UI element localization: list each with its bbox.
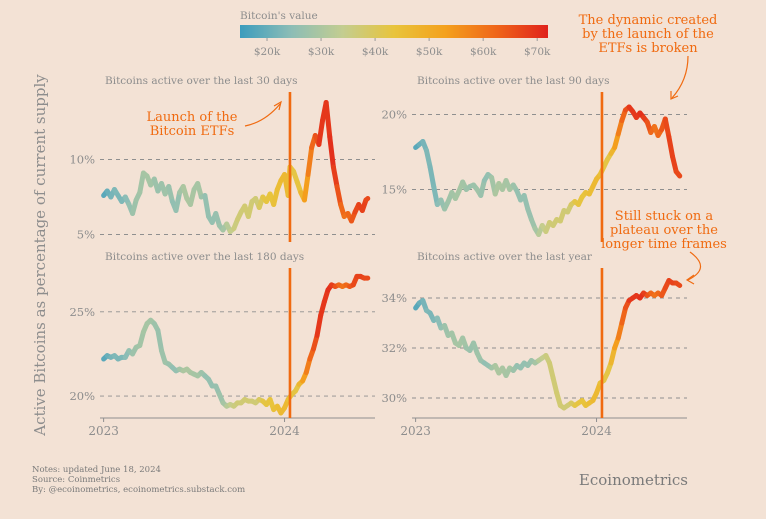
y-tick-label: 30% [381,391,407,405]
series-segment [316,118,326,147]
series-segment [334,184,344,207]
plateau-annotation-line: Still stuck on a [615,209,714,224]
legend-tick-label: $50k [416,46,443,58]
note-line: Notes: updated June 18, 2024 [32,465,161,475]
panel-4: Bitcoins active over the last year 30% 32%… [381,251,687,438]
series-segment [301,172,311,203]
panel-title: Bitcoins active over the last 30 days [105,75,297,87]
y-tick-label: 5% [77,228,95,242]
y-tick-label: 10% [69,153,95,167]
series-segment [314,312,324,338]
plateau-annotation-line: longer time frames [601,237,727,252]
y-tick-label: 15% [381,183,407,197]
dynamic-arrow-head [670,91,679,100]
series-segment [363,196,371,203]
series-segment [327,134,336,170]
series-segment [662,116,672,140]
plateau-arrow [687,251,702,281]
series-segment [173,190,183,213]
x-tick-label: 2023 [400,424,431,438]
series-segment [166,184,175,204]
series-segment [666,134,676,159]
series-segment [619,305,628,326]
x-tick-label: 2024 [581,424,612,438]
series-line [101,273,371,416]
panel-1: Bitcoins active over the last 30 days 5% 1… [69,75,375,242]
note-line: By: @ecoinometrics, ecoinometrics.substa… [32,485,246,495]
series-segment [137,170,146,195]
series-segment [423,148,433,170]
plateau-arrow-head [685,274,695,285]
series-segment [305,145,315,177]
series-segment [245,199,255,219]
x-tick-label: 2023 [88,424,119,438]
series-segment [615,320,625,341]
etf-arrow-head [273,100,282,111]
y-tick-label: 25% [69,305,95,319]
legend-color-bar [240,25,548,38]
series-segment [673,169,683,179]
note-line: Source: Coinmetrics [32,475,121,485]
series-segment [608,345,618,366]
series-segment [202,193,212,219]
brand-label: Ecoinometrics [578,471,688,489]
y-axis-label: Active Bitcoins as percentage of current… [31,74,49,437]
series-segment [547,360,556,381]
dynamic-arrow [671,55,689,99]
series-line [413,278,683,411]
y-tick-label: 34% [381,291,407,305]
dynamic-broken-annotation-line: by the launch of the [582,27,714,42]
series-line [101,100,371,234]
legend-tick-label: $60k [470,46,497,58]
series-segment [187,187,197,207]
series-segment [323,100,333,140]
legend-tick-label: $40k [362,46,389,58]
y-tick-label: 20% [381,108,407,122]
series-segment [673,280,683,288]
series-segment [427,164,437,189]
series-line [413,104,683,237]
y-tick-label: 32% [381,341,407,355]
series-segment [271,187,280,207]
series-segment [550,375,560,396]
y-tick-label: 20% [69,389,95,403]
x-tick-label: 2024 [269,424,300,438]
legend-tick-label: $20k [254,46,281,58]
panel-3: Bitcoins active over the last 180 days 20… [69,251,375,438]
panel-title: Bitcoins active over the last year [417,251,593,263]
legend-title: Bitcoin's value [240,10,318,22]
legend-tick-label: $70k [524,46,551,58]
series-segment [670,154,679,174]
dynamic-broken-annotation-line: ETFs is broken [598,41,698,56]
panel-title: Bitcoins active over the last 90 days [417,75,609,87]
series-segment [478,178,487,198]
etf-launch-annotation-line: Bitcoin ETFs [150,124,235,139]
series-segment [330,164,340,189]
legend-tick-label: $30k [308,46,335,58]
series-segment [155,327,165,354]
plateau-annotation-line: plateau over the [610,223,718,238]
panel-2: Bitcoins active over the last 90 days 15%… [381,75,687,242]
etf-launch-annotation-line: Launch of the [147,110,238,125]
dynamic-broken-annotation-line: The dynamic created [579,13,718,28]
etf-arrow [244,103,281,127]
panel-title: Bitcoins active over the last 180 days [105,251,304,263]
notes: Notes: updated June 18, 2024 Source: Coi… [32,465,245,495]
